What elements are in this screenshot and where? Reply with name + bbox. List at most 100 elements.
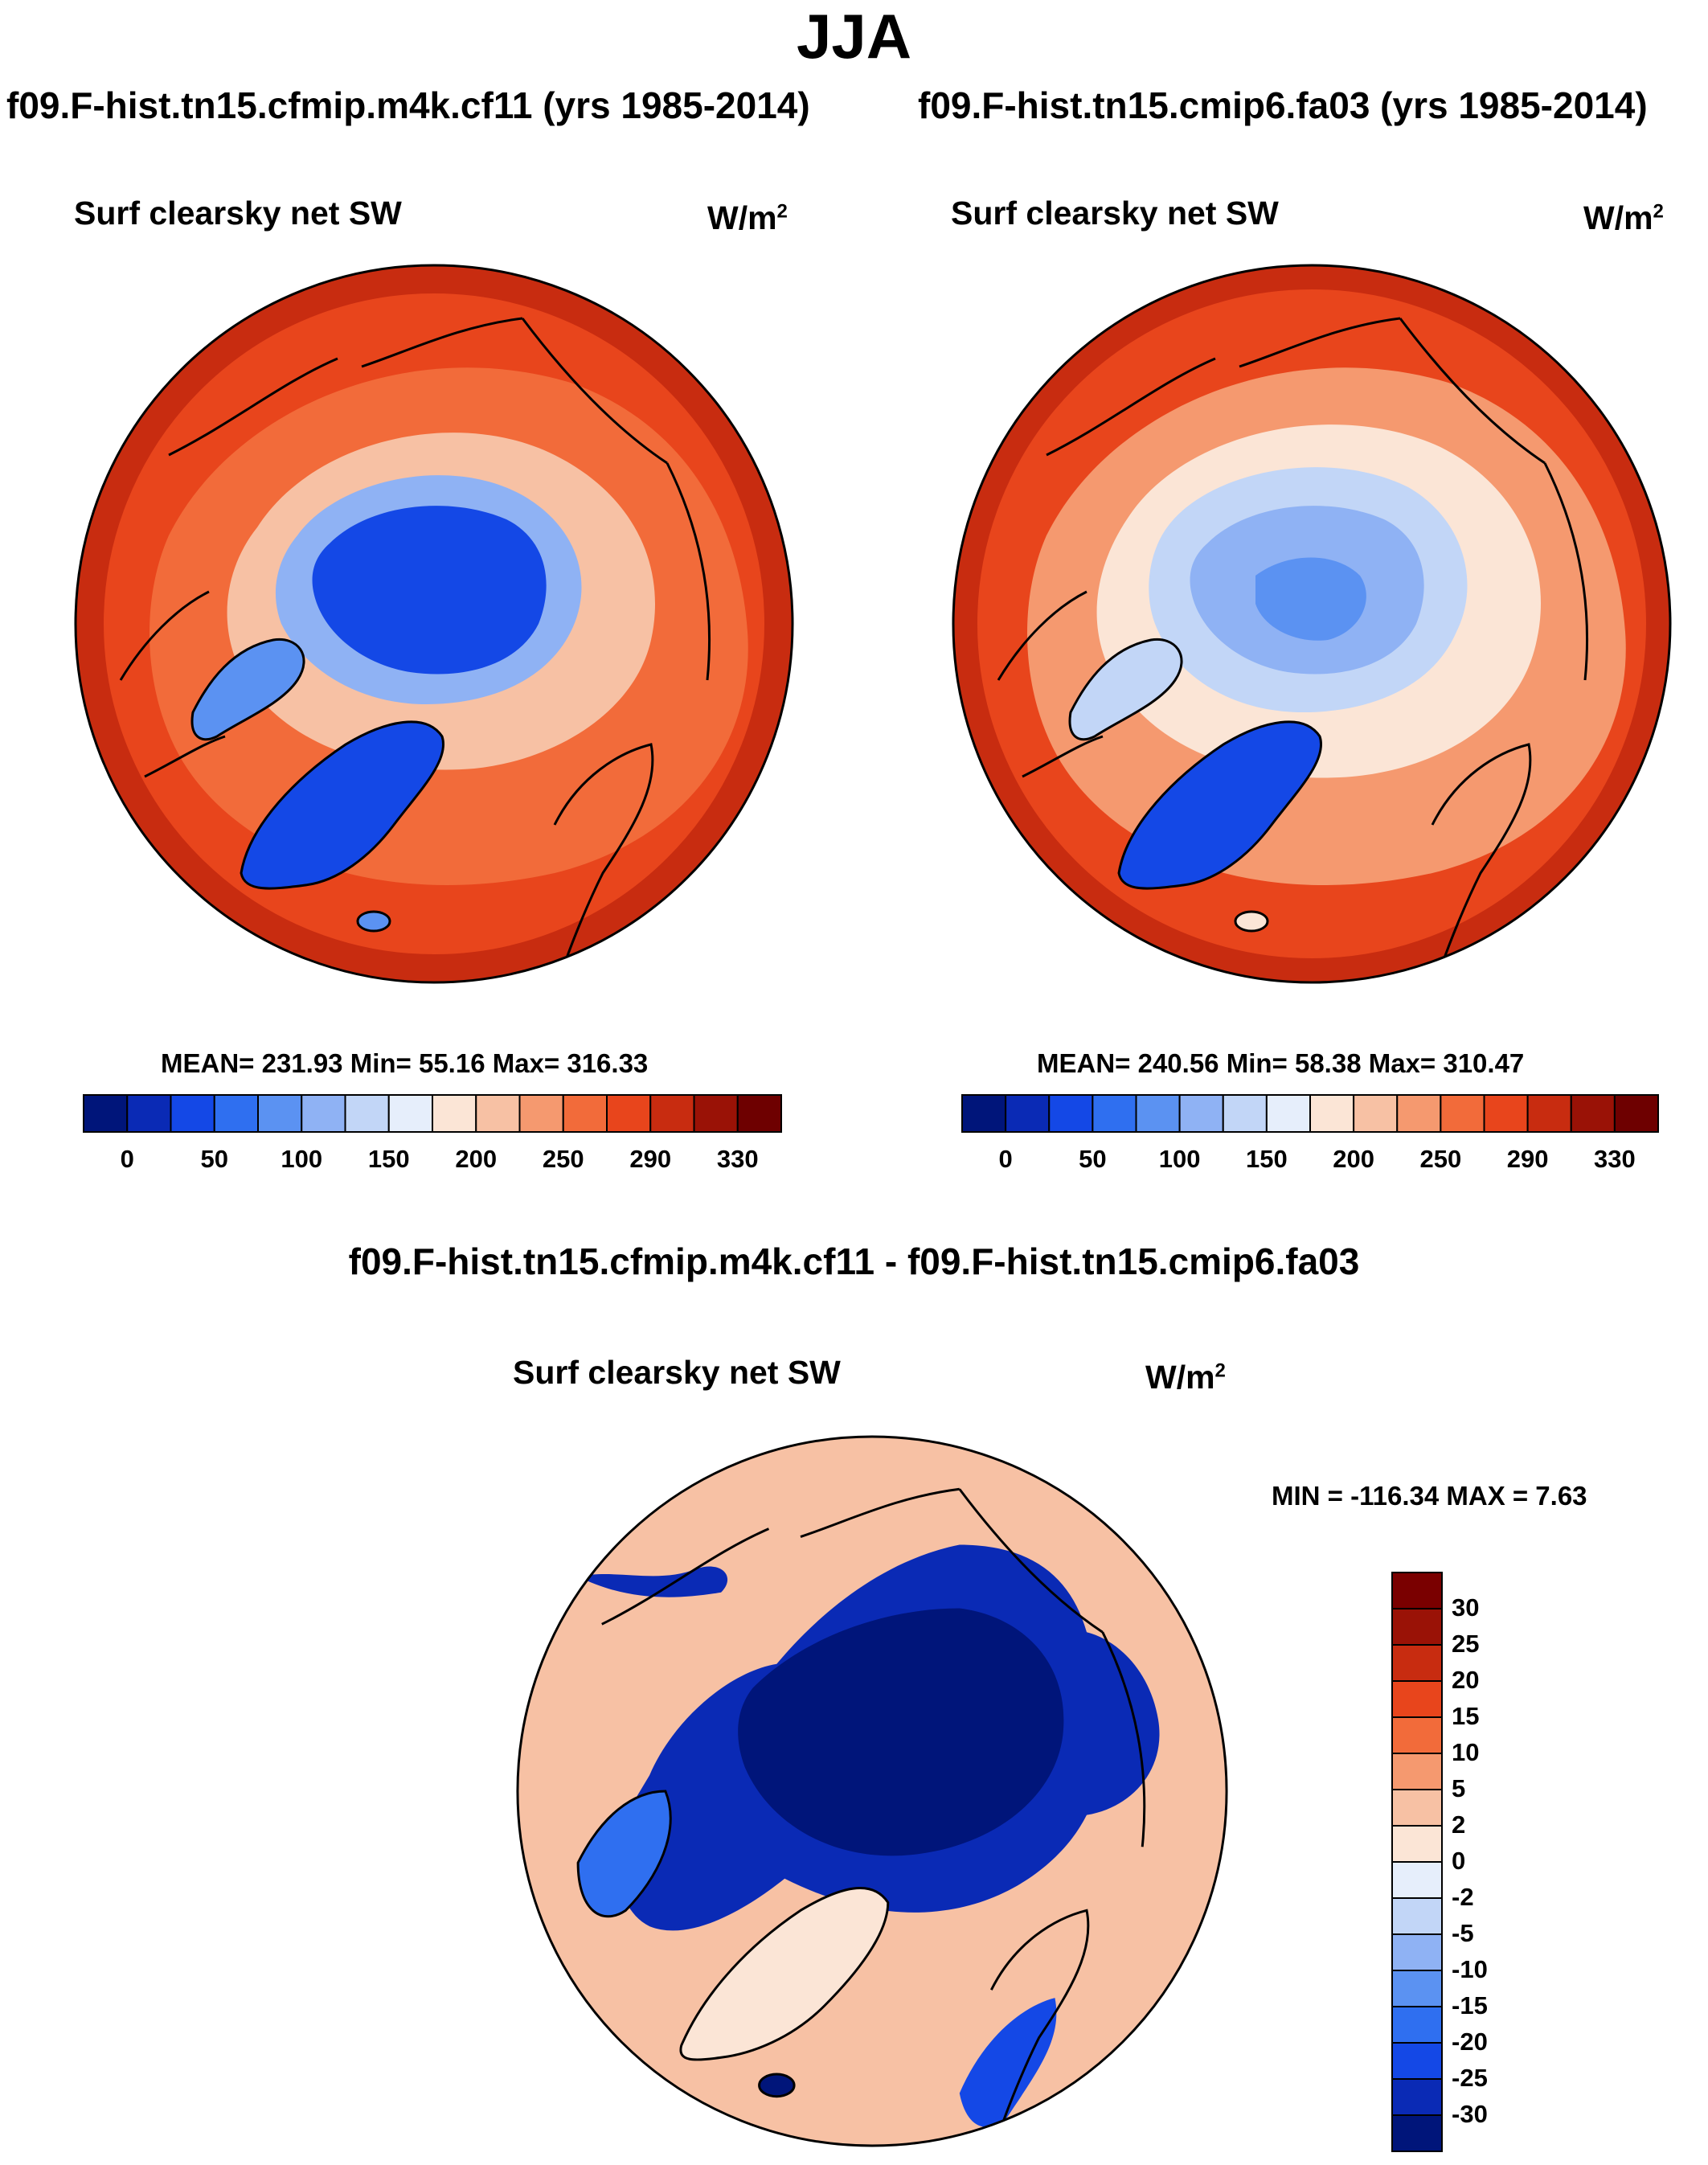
left-colorbar-swatch xyxy=(126,1094,172,1133)
left-colorbar-swatch xyxy=(649,1094,695,1133)
right-colorbar-tick-label: 290 xyxy=(1506,1145,1549,1173)
left-colorbar-tick-label: 290 xyxy=(629,1145,672,1173)
diff-map-iceland xyxy=(758,2073,796,2098)
figure-title: JJA xyxy=(796,1,912,72)
left-map-sea-ice xyxy=(312,506,547,675)
right-stats: MEAN= 240.56 Min= 58.38 Max= 310.47 xyxy=(1037,1048,1525,1078)
left-variable-label: Surf clearsky net SW xyxy=(74,195,402,232)
diff-colorbar-swatch xyxy=(1391,1608,1443,1646)
diff-colorbar-tick-label: 30 xyxy=(1452,1593,1480,1622)
left-colorbar-swatch xyxy=(562,1094,608,1133)
left-colorbar-tick-label: 200 xyxy=(455,1145,498,1173)
left-map-coastline-eurasia xyxy=(168,317,711,681)
left-colorbar-tick-label: 150 xyxy=(367,1145,410,1173)
diff-map-coastline-scandinavia xyxy=(990,1909,1090,2134)
diff-colorbar-tick-label: 25 xyxy=(1452,1630,1480,1658)
right-colorbar-swatch xyxy=(1092,1094,1137,1133)
right-colorbar-labels: 0 50 100 150 200 250 290 330 xyxy=(962,1145,1658,1177)
diff-colorbar-tick-label: 5 xyxy=(1452,1774,1466,1802)
diff-variable-label: Surf clearsky net SW xyxy=(513,1354,841,1391)
right-colorbar-swatch xyxy=(1526,1094,1572,1133)
right-units-label: W/m2 xyxy=(1583,199,1664,236)
diff-colorbar-swatch xyxy=(1391,1644,1443,1682)
diff-map-core-decrease xyxy=(738,1608,1064,1856)
left-colorbar-tick-label: 250 xyxy=(542,1145,584,1173)
left-colorbar-swatch xyxy=(736,1094,782,1133)
left-colorbar-swatch xyxy=(213,1094,259,1133)
left-colorbar-swatch xyxy=(606,1094,652,1133)
left-map-border xyxy=(74,264,794,984)
left-colorbar xyxy=(83,1094,782,1133)
diff-colorbar-swatch xyxy=(1391,1753,1443,1790)
right-variable-label: Surf clearsky net SW xyxy=(951,195,1279,232)
right-map-iceland xyxy=(1234,910,1269,933)
diff-colorbar-swatch xyxy=(1391,1897,1443,1935)
right-colorbar-tick-label: 200 xyxy=(1333,1145,1374,1173)
left-colorbar-swatch xyxy=(475,1094,521,1133)
right-colorbar-swatch xyxy=(1005,1094,1051,1133)
left-colorbar-swatch xyxy=(170,1094,215,1133)
right-colorbar-swatch xyxy=(1048,1094,1094,1133)
diff-colorbar-swatch xyxy=(1391,2042,1443,2080)
diff-map-border xyxy=(516,1435,1228,2147)
diff-colorbar-tick-label: -2 xyxy=(1452,1883,1474,1911)
diff-colorbar-tick-label: -25 xyxy=(1452,2064,1488,2092)
right-polar-map xyxy=(952,264,1672,984)
left-colorbar-swatch xyxy=(257,1094,303,1133)
left-stats: MEAN= 231.93 Min= 55.16 Max= 316.33 xyxy=(161,1048,649,1078)
diff-map-scandinavia-decrease xyxy=(959,1998,1057,2127)
diff-colorbar-swatch xyxy=(1391,1825,1443,1863)
right-colorbar-swatch xyxy=(1353,1094,1399,1133)
diff-colorbar-swatch xyxy=(1391,2006,1443,2044)
left-colorbar-swatch xyxy=(83,1094,129,1133)
left-colorbar-swatch xyxy=(693,1094,739,1133)
diff-colorbar-swatch xyxy=(1391,2078,1443,2116)
diff-colorbar-tick-label: -15 xyxy=(1452,1991,1488,2019)
right-case-title: f09.F-hist.tn15.cmip6.fa03 (yrs 1985-201… xyxy=(918,84,1648,126)
diff-colorbar-tick-label: 2 xyxy=(1452,1810,1466,1839)
diff-colorbar-swatch xyxy=(1391,1572,1443,1609)
left-colorbar-swatch xyxy=(301,1094,346,1133)
left-colorbar-tick-label: 50 xyxy=(200,1145,228,1173)
right-colorbar-swatch xyxy=(1135,1094,1181,1133)
left-map-greenland xyxy=(240,720,444,890)
right-colorbar-swatch xyxy=(1613,1094,1659,1133)
diff-map-coastline-eurasia xyxy=(601,1487,1146,1847)
right-colorbar-swatch xyxy=(1309,1094,1355,1133)
left-map-coastline-america xyxy=(119,590,226,778)
right-map-coastline-eurasia xyxy=(1046,317,1589,681)
left-colorbar-tick-label: 100 xyxy=(281,1145,323,1173)
diff-colorbar-labels: 30 25 20 15 10 5 2 0 -2 -5 -10 -15 -20 -25 -30 xyxy=(1452,1572,1532,2151)
diff-colorbar-swatch xyxy=(1391,1789,1443,1827)
left-colorbar-swatch xyxy=(344,1094,390,1133)
diff-colorbar-swatch xyxy=(1391,1716,1443,1754)
left-map-coastline-scandinavia xyxy=(553,743,654,970)
right-colorbar-swatch xyxy=(1440,1094,1485,1133)
left-polar-map xyxy=(74,264,794,984)
diff-colorbar-tick-label: -5 xyxy=(1452,1919,1474,1947)
left-colorbar-tick-label: 0 xyxy=(120,1145,134,1173)
right-colorbar-swatch xyxy=(1483,1094,1529,1133)
diff-units-label: W/m2 xyxy=(1145,1359,1226,1396)
diff-case-title: f09.F-hist.tn15.cfmip.m4k.cf11 - f09.F-h… xyxy=(348,1240,1360,1282)
right-colorbar-swatch xyxy=(1222,1094,1268,1133)
right-map-border xyxy=(952,264,1672,984)
left-colorbar-swatch xyxy=(432,1094,477,1133)
diff-map-greenland xyxy=(679,1887,890,2061)
diff-map-siberia-decrease xyxy=(578,1566,728,1597)
diff-colorbar-tick-label: -10 xyxy=(1452,1955,1488,1983)
diff-polar-map xyxy=(516,1435,1228,2147)
right-map-greenland xyxy=(1117,720,1322,890)
diff-colorbar-swatch xyxy=(1391,1970,1443,2007)
diff-colorbar-tick-label: 20 xyxy=(1452,1666,1480,1694)
left-colorbar-swatch xyxy=(387,1094,433,1133)
right-colorbar-tick-label: 330 xyxy=(1594,1145,1636,1173)
right-map-archipelago xyxy=(1068,638,1183,741)
diff-stats: MIN = -116.34 MAX = 7.63 xyxy=(1272,1481,1587,1511)
diff-colorbar-tick-label: 10 xyxy=(1452,1738,1480,1766)
right-colorbar-tick-label: 150 xyxy=(1246,1145,1288,1173)
diff-colorbar-swatch xyxy=(1391,1861,1443,1899)
diff-colorbar-tick-label: 0 xyxy=(1452,1847,1466,1875)
left-map-archipelago xyxy=(190,638,305,741)
right-map-pole-core xyxy=(1255,557,1366,641)
